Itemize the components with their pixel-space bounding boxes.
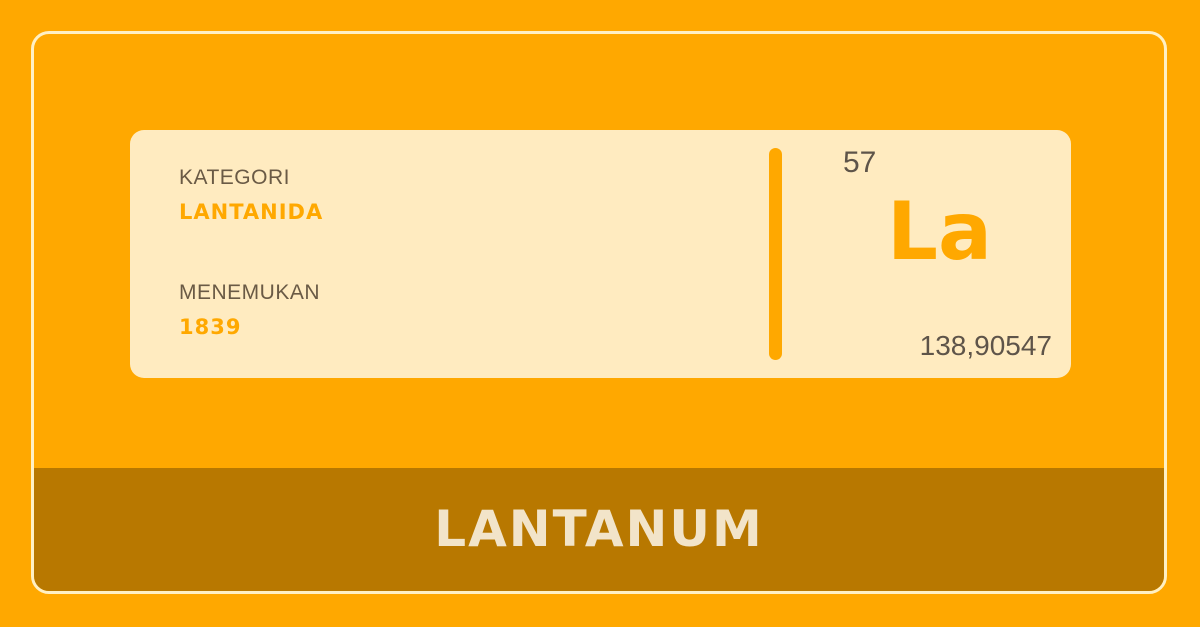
element-name: LANTANUM [434, 500, 764, 558]
name-footer: LANTANUM [34, 468, 1164, 591]
vertical-divider [769, 148, 782, 360]
discovered-value: 1839 [179, 315, 241, 339]
category-value: LANTANIDA [179, 200, 323, 224]
category-label: KATEGORI [179, 166, 290, 190]
element-symbol: La [887, 192, 992, 272]
atomic-mass: 138,90547 [920, 330, 1052, 362]
atomic-number: 57 [843, 146, 876, 180]
element-card: KATEGORI LANTANIDA MENEMUKAN 1839 57 La … [130, 130, 1071, 378]
discovered-label: MENEMUKAN [179, 281, 320, 305]
element-frame: KATEGORI LANTANIDA MENEMUKAN 1839 57 La … [31, 31, 1167, 594]
